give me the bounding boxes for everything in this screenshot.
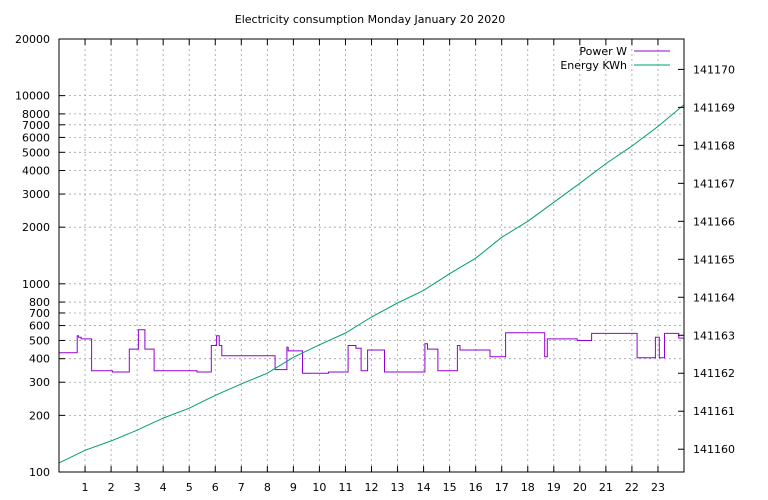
y-tick-label-left: 2000 bbox=[22, 221, 50, 234]
y-tick-label-left: 6000 bbox=[22, 131, 50, 144]
y-tick-label-left: 300 bbox=[29, 376, 50, 389]
x-tick-label: 22 bbox=[625, 481, 639, 494]
y-tick-label-left: 800 bbox=[29, 296, 50, 309]
tick-layer: 1 2 3 4 5 6 7 8 9 10 11 12 13 14 15 16 17 18 19 20 21 22 23100… bbox=[15, 33, 735, 494]
x-tick-label: 3 bbox=[134, 481, 141, 494]
x-tick-label: 4 bbox=[160, 481, 167, 494]
x-tick-label: 21 bbox=[599, 481, 613, 494]
x-tick-label: 7 bbox=[238, 481, 245, 494]
y-tick-label-left: 5000 bbox=[22, 146, 50, 159]
x-tick-label: 5 bbox=[186, 481, 193, 494]
y-tick-label-left: 4000 bbox=[22, 165, 50, 178]
y-tick-label-right: 141170 bbox=[693, 63, 735, 76]
y-tick-label-left: 10000 bbox=[15, 90, 50, 103]
x-tick-label: 23 bbox=[651, 481, 665, 494]
x-tick-label: 13 bbox=[391, 481, 405, 494]
legend-label-energy: Energy KWh bbox=[560, 59, 627, 72]
chart-title: Electricity consumption Monday January 2… bbox=[235, 13, 505, 26]
x-tick-label: 14 bbox=[417, 481, 431, 494]
x-tick-label: 15 bbox=[443, 481, 457, 494]
y-tick-label-left: 200 bbox=[29, 409, 50, 422]
y-tick-label-left: 600 bbox=[29, 320, 50, 333]
y-tick-label-right: 141166 bbox=[693, 215, 735, 228]
y-tick-label-left: 1000 bbox=[22, 278, 50, 291]
x-tick-label: 2 bbox=[108, 481, 115, 494]
x-tick-label: 20 bbox=[573, 481, 587, 494]
y-tick-label-left: 8000 bbox=[22, 108, 50, 121]
y-tick-label-right: 141164 bbox=[693, 291, 735, 304]
y-tick-label-right: 141163 bbox=[693, 329, 735, 342]
x-tick-label: 6 bbox=[212, 481, 219, 494]
x-tick-label: 19 bbox=[547, 481, 561, 494]
series-line-energy bbox=[58, 104, 685, 464]
x-tick-label: 11 bbox=[338, 481, 352, 494]
x-tick-label: 12 bbox=[365, 481, 379, 494]
y-tick-label-right: 141161 bbox=[693, 405, 735, 418]
x-tick-label: 8 bbox=[264, 481, 271, 494]
y-tick-label-left: 20000 bbox=[15, 33, 50, 46]
x-tick-label: 17 bbox=[495, 481, 509, 494]
y-tick-label-left: 500 bbox=[29, 334, 50, 347]
y-tick-label-left: 700 bbox=[29, 307, 50, 320]
x-tick-label: 1 bbox=[82, 481, 89, 494]
y-tick-label-left: 400 bbox=[29, 353, 50, 366]
x-tick-label: 16 bbox=[469, 481, 483, 494]
grid-layer bbox=[59, 39, 684, 472]
y-tick-label-right: 141160 bbox=[693, 443, 735, 456]
y-tick-label-right: 141169 bbox=[693, 101, 735, 114]
legend-label-power: Power W bbox=[579, 45, 627, 58]
y-tick-label-right: 141165 bbox=[693, 253, 735, 266]
y-tick-label-right: 141167 bbox=[693, 177, 735, 190]
x-tick-label: 18 bbox=[521, 481, 535, 494]
y-tick-label-right: 141168 bbox=[693, 139, 735, 152]
y-tick-label-right: 141162 bbox=[693, 367, 735, 380]
series-line-power bbox=[59, 329, 685, 374]
y-tick-label-left: 7000 bbox=[22, 119, 50, 132]
x-tick-label: 9 bbox=[290, 481, 297, 494]
y-tick-label-left: 3000 bbox=[22, 188, 50, 201]
series-layer bbox=[58, 104, 685, 464]
x-tick-label: 10 bbox=[312, 481, 326, 494]
y-tick-label-left: 100 bbox=[29, 466, 50, 479]
